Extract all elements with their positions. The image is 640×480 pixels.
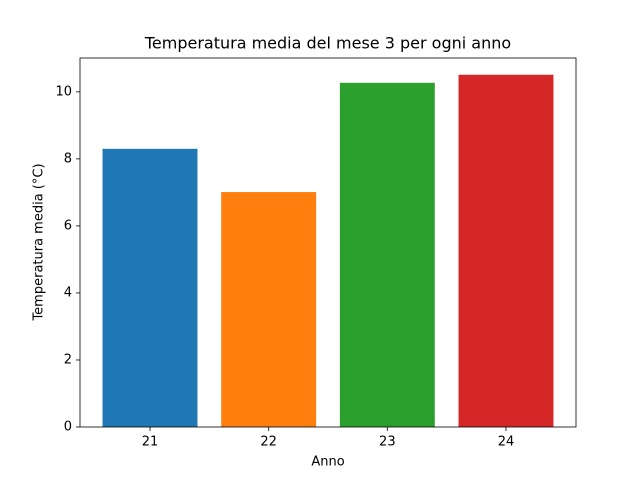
y-tick-label: 0 — [64, 420, 72, 435]
bar — [339, 82, 435, 427]
bar — [102, 148, 198, 427]
y-tick-label: 2 — [64, 352, 72, 367]
y-tick-label: 6 — [64, 218, 72, 233]
x-tick-label: 24 — [498, 435, 515, 450]
bar — [458, 74, 554, 427]
y-tick-label: 4 — [64, 285, 72, 300]
plot-frame — [79, 57, 577, 428]
x-tick-label: 22 — [260, 435, 277, 450]
chart-title: Temperatura media del mese 3 per ogni an… — [144, 34, 511, 53]
y-axis-label: Temperatura media (°C) — [32, 163, 47, 321]
x-axis-label: Anno — [311, 455, 344, 470]
bar — [221, 192, 317, 427]
x-tick-label: 23 — [379, 435, 396, 450]
y-tick-label: 8 — [64, 151, 72, 166]
x-tick-label: 21 — [142, 435, 159, 450]
y-tick-label: 10 — [55, 84, 72, 99]
